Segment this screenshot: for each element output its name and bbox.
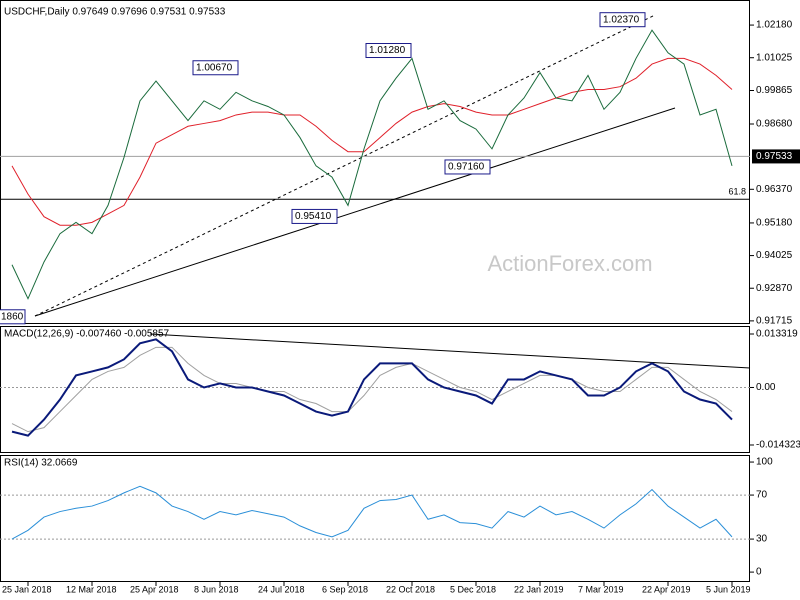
y-tick-label: 0.95180 — [756, 218, 793, 229]
panel-title: USDCHF,Daily 0.97649 0.97696 0.97531 0.9… — [4, 7, 226, 18]
channel-line — [34, 14, 656, 317]
x-tick-label: 22 Apr 2019 — [642, 584, 691, 594]
series-line — [11, 346, 733, 433]
annotation-box — [365, 43, 412, 59]
macd-trendline — [149, 333, 751, 369]
x-tick-label: 24 Jul 2018 — [258, 584, 305, 594]
annotation-box — [0, 309, 26, 325]
x-tick-label: 8 Jun 2018 — [194, 584, 239, 594]
y-tick-label: 70 — [756, 490, 768, 501]
y-tick-label: 0.98680 — [756, 119, 793, 130]
y-tick-label: 0.91715 — [756, 316, 793, 327]
series-line — [11, 57, 733, 226]
annotation-label: 1.00670 — [196, 62, 233, 73]
annotation-box — [599, 12, 646, 28]
y-tick-label: 0.92870 — [756, 283, 793, 294]
watermark: ActionForex.com — [487, 251, 652, 276]
annotation-label: 0.95410 — [295, 211, 332, 222]
annotation-label: 1860 — [1, 311, 24, 322]
x-tick-label: 25 Apr 2018 — [130, 584, 179, 594]
trendline — [34, 107, 676, 317]
panel-title: RSI(14) 32.0669 — [4, 458, 78, 469]
annotation-label: 1.02370 — [603, 14, 640, 25]
level-label: 61.8 — [728, 187, 746, 197]
x-tick-label: 6 Sep 2018 — [322, 584, 368, 594]
x-tick-label: 22 Jan 2019 — [514, 584, 564, 594]
y-tick-label: 0.00 — [756, 382, 776, 393]
series-line — [11, 485, 733, 540]
annotation-box — [192, 60, 239, 76]
y-tick-label: -0.014323 — [756, 440, 800, 451]
annotation-label: 1.01280 — [369, 45, 406, 56]
price-panel — [0, 0, 750, 324]
x-tick-label: 12 Mar 2018 — [66, 584, 117, 594]
macd-panel — [0, 326, 750, 453]
series-line — [11, 29, 733, 300]
y-tick-label: 0.94025 — [756, 250, 793, 261]
series-line — [11, 338, 733, 437]
x-tick-label: 5 Dec 2018 — [450, 584, 496, 594]
y-tick-label: 1.01025 — [756, 52, 793, 63]
y-tick-label: 1.02180 — [756, 20, 793, 31]
last-price-label: 0.97533 — [756, 151, 793, 162]
y-tick-label: 100 — [756, 457, 773, 468]
x-tick-label: 22 Oct 2018 — [386, 584, 435, 594]
annotation-box — [291, 208, 338, 224]
last-price-box — [752, 149, 800, 164]
y-tick-label: 0.99865 — [756, 85, 793, 96]
y-tick-label: 0 — [756, 567, 762, 578]
y-tick-label: 0.96370 — [756, 184, 793, 195]
rsi-panel — [0, 455, 750, 582]
x-tick-label: 7 Mar 2019 — [578, 584, 624, 594]
x-tick-label: 5 Jun 2019 — [706, 584, 751, 594]
y-tick-label: 30 — [756, 534, 768, 545]
panel-title: MACD(12,26,9) -0.007460 -0.005857 — [4, 329, 170, 340]
y-tick-label: 0.013319 — [756, 329, 798, 340]
x-tick-label: 25 Jan 2018 — [2, 584, 52, 594]
annotation-box — [444, 159, 491, 175]
annotation-label: 0.97160 — [448, 162, 485, 173]
